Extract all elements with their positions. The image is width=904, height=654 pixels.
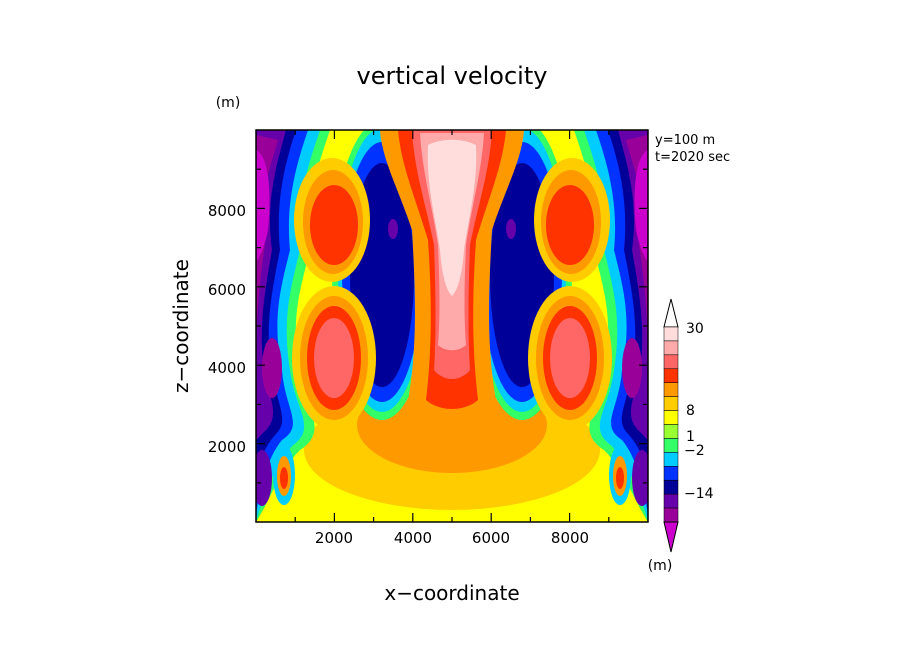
colorbar-swatch [663, 326, 679, 342]
chart-title: vertical velocity [357, 62, 548, 90]
colorbar-swatch [663, 438, 679, 453]
colorbar-swatch [663, 493, 679, 509]
colorbar-label: −2 [684, 443, 705, 459]
colorbar-swatch [663, 410, 679, 425]
colorbar-unit-label: (m) [648, 558, 673, 574]
x-tick-label: 4000 [394, 529, 432, 547]
colorbar-label: 8 [686, 403, 695, 419]
info-line-t: t=2020 sec [655, 150, 730, 165]
colorbar-label: −14 [684, 486, 714, 502]
colorbar-swatch [663, 452, 679, 467]
info-line-y: y=100 m [655, 133, 715, 148]
y-tick-label: 8000 [208, 202, 246, 220]
colorbar-top-triangle [663, 298, 679, 328]
colorbar-bottom-triangle [663, 521, 679, 553]
y-tick-label: 4000 [208, 359, 246, 377]
x-tick-label: 2000 [315, 529, 353, 547]
axis-ticks [256, 130, 648, 522]
colorbar-label: 30 [686, 321, 704, 337]
colorbar-swatch [663, 466, 679, 481]
x-tick-label: 8000 [551, 529, 589, 547]
x-tick-label: 6000 [472, 529, 510, 547]
y-tick-label: 2000 [208, 438, 246, 456]
colorbar-swatch [663, 424, 679, 439]
central-updraft-core [427, 139, 477, 296]
contour-field [256, 130, 648, 522]
x-axis-label: x−coordinate [384, 581, 519, 605]
colorbar-swatch [663, 396, 679, 411]
colorbar-swatch [663, 382, 679, 397]
colorbar-swatch [663, 368, 679, 383]
colorbar-swatch [663, 507, 679, 523]
colorbar [663, 298, 679, 553]
right-edge-magenta [634, 150, 648, 262]
y-axis-label: z−coordinate [169, 259, 193, 393]
y-unit-label: (m) [216, 95, 241, 111]
colorbar-label: 1 [686, 429, 695, 445]
y-tick-label: 6000 [208, 281, 246, 299]
left-edge-magenta [256, 150, 270, 262]
colorbar-swatch [663, 340, 679, 356]
colorbar-swatch [663, 479, 679, 495]
colorbar-swatch [663, 354, 679, 370]
